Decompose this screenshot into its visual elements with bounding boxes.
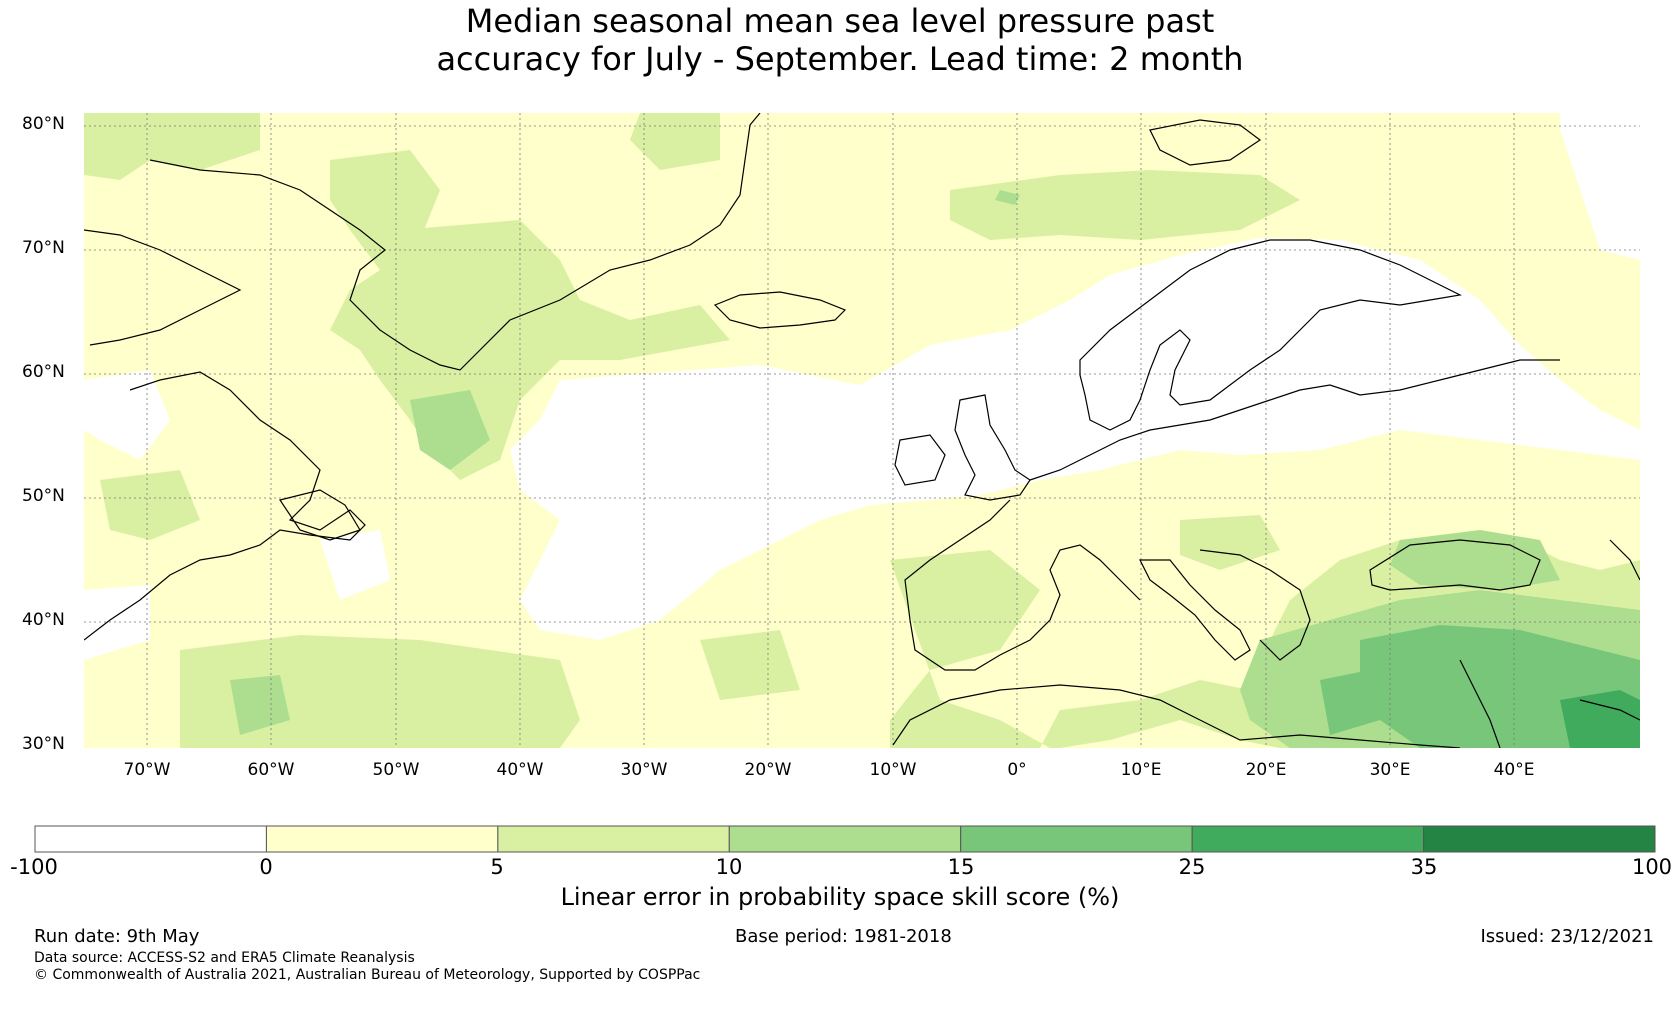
colorbar-segment <box>265 825 499 853</box>
lon-label-10w: 10°W <box>869 760 917 780</box>
skill-region-negative <box>84 238 1640 660</box>
lon-label-40e: 40°E <box>1493 760 1535 780</box>
copyright: © Commonwealth of Australia 2021, Austra… <box>34 967 701 983</box>
colorbar-segment <box>960 825 1193 853</box>
lon-label-70w: 70°W <box>123 760 171 780</box>
lon-label-20w: 20°W <box>744 760 792 780</box>
title-line-1: Median seasonal mean sea level pressure … <box>465 2 1215 40</box>
colorbar-tick-label: 15 <box>947 855 975 879</box>
ireland-coast <box>894 434 946 486</box>
lon-label-10e: 10°E <box>1120 760 1162 780</box>
skill-score-map <box>84 113 1640 748</box>
colorbar-segment <box>34 825 267 853</box>
iberia-coast <box>904 499 1141 671</box>
lon-label-20e: 20°E <box>1245 760 1287 780</box>
colorbar-segment <box>1191 825 1425 853</box>
lat-label-80: 80°N <box>22 114 65 134</box>
lat-label-40: 40°N <box>22 610 65 630</box>
lon-label-60w: 60°W <box>247 760 295 780</box>
coastlines <box>84 113 1640 748</box>
lon-label-0: 0° <box>1007 760 1027 780</box>
lat-label-60: 60°N <box>22 362 65 382</box>
chart-title: Median seasonal mean sea level pressure … <box>0 2 1680 78</box>
data-source: Data source: ACCESS-S2 and ERA5 Climate … <box>34 950 415 966</box>
skill-region-25-35 <box>1560 690 1640 748</box>
title-line-2: accuracy for July - September. Lead time… <box>436 40 1244 78</box>
italy-coast <box>1139 559 1251 661</box>
colorbar-label: Linear error in probability space skill … <box>560 883 1120 911</box>
run-date: Run date: 9th May <box>34 926 200 947</box>
lon-label-50w: 50°W <box>372 760 420 780</box>
colorbar-segment <box>1423 825 1656 853</box>
lon-label-40w: 40°W <box>496 760 544 780</box>
iceland-coast <box>713 291 847 329</box>
colorbar <box>34 825 1656 853</box>
caspian-coast <box>1609 539 1640 581</box>
newfoundland-coast <box>279 489 361 541</box>
levant-coast <box>1459 659 1501 748</box>
colorbar-tick-label: 35 <box>1410 855 1438 879</box>
lat-label-30: 30°N <box>22 734 65 754</box>
base-period: Base period: 1981-2018 <box>735 926 952 947</box>
red-sea-coast <box>1579 699 1640 721</box>
baffin-coast <box>84 229 242 346</box>
lat-label-50: 50°N <box>22 486 65 506</box>
colorbar-tick-label: 0 <box>259 855 273 879</box>
greenland-coast <box>149 113 761 371</box>
lon-label-30w: 30°W <box>620 760 668 780</box>
colorbar-segment <box>728 825 962 853</box>
lat-label-70: 70°N <box>22 238 65 258</box>
colorbar-tick-label: 5 <box>490 855 504 879</box>
colorbar-tick-label: 100 <box>1631 855 1673 879</box>
balkans-coast <box>1199 549 1311 661</box>
europe-north-coast <box>1029 359 1560 481</box>
britain-coast <box>954 394 1031 501</box>
colorbar-tick-label: 10 <box>715 855 743 879</box>
issued-date: Issued: 23/12/2021 <box>1480 926 1654 947</box>
colorbar-tick-label: -100 <box>10 855 58 879</box>
colorbar-segment <box>497 825 730 853</box>
lon-label-30e: 30°E <box>1369 760 1411 780</box>
north-africa-coast <box>892 684 1461 748</box>
scandinavia-coast <box>1079 239 1462 431</box>
graticule <box>84 113 1640 748</box>
labrador-coast <box>84 371 366 641</box>
black-sea-coast <box>1369 539 1541 591</box>
svalbard-coast <box>1149 119 1262 166</box>
colorbar-tick-label: 25 <box>1178 855 1206 879</box>
